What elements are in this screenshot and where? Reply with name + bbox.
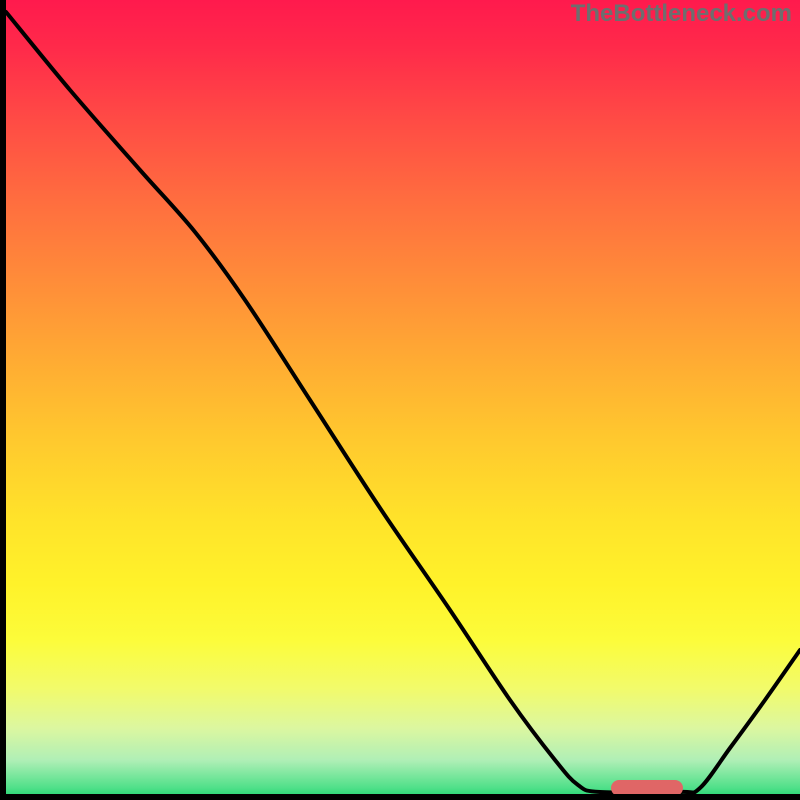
bottleneck-chart: TheBottleneck.com [0,0,800,800]
bottleneck-curve [0,0,800,800]
y-axis [0,0,6,800]
x-axis [0,794,800,800]
watermark-text: TheBottleneck.com [571,0,792,28]
